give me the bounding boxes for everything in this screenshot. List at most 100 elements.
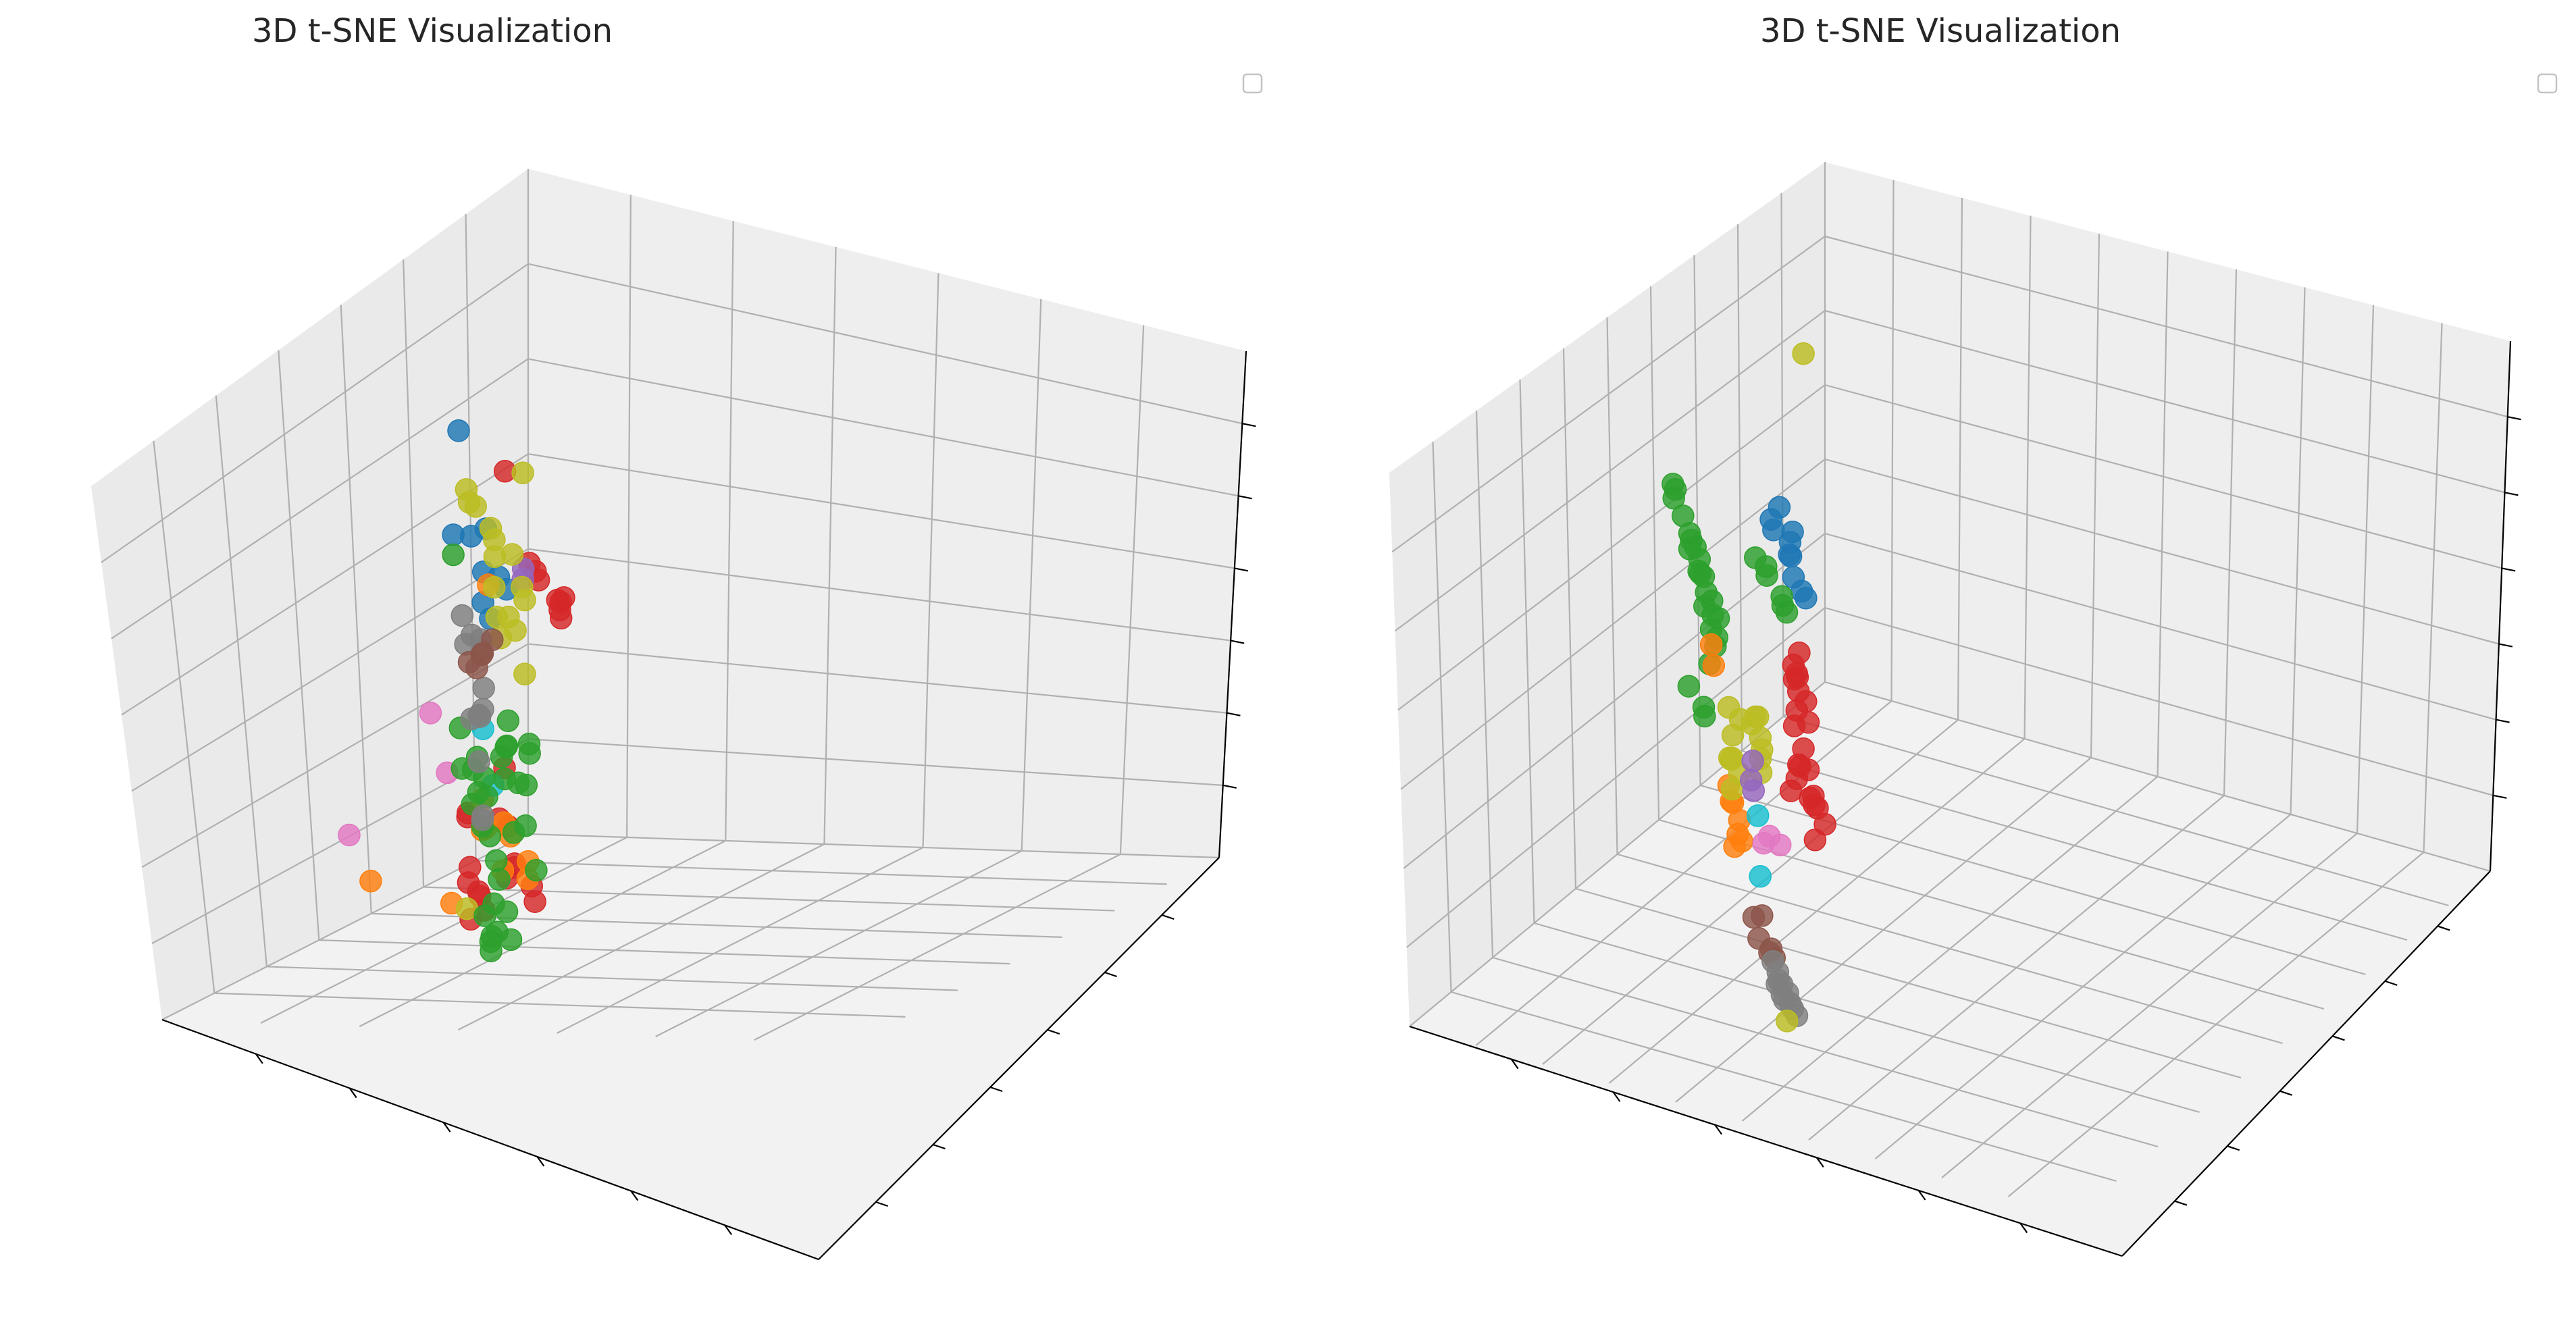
chart-panel-right: 3D t-SNE Visualization — [1288, 0, 2576, 1331]
grid-line — [527, 738, 1223, 786]
scatter-point — [1693, 704, 1716, 728]
y-axis-line — [2121, 870, 2491, 1257]
grid-line — [527, 263, 1243, 425]
scatter-point — [549, 606, 573, 630]
scatter-point — [1746, 804, 1770, 827]
scatter-point — [1779, 779, 1803, 802]
scatter-point — [465, 656, 488, 679]
scatter-point — [442, 543, 465, 567]
scatter-point — [1677, 675, 1701, 698]
scatter-point — [1744, 546, 1767, 569]
grid-line — [1403, 533, 1826, 869]
grid-line — [1741, 776, 2159, 1122]
grid-line — [655, 850, 1023, 1037]
x-axis-tick — [1612, 1091, 1621, 1102]
grid-line — [1534, 922, 2200, 1114]
z-axis-tick — [1230, 640, 1245, 644]
grid-line — [1824, 309, 2505, 494]
grid-line — [1391, 236, 1826, 553]
scatter-point — [1721, 723, 1745, 747]
scatter-point — [496, 709, 520, 733]
scatter-point — [1775, 601, 1799, 624]
y-axis-tick — [2332, 1035, 2345, 1041]
pane-left-wall — [1389, 162, 1825, 1026]
grid-line — [2090, 233, 2101, 758]
grid-line — [1475, 410, 1494, 958]
grid-line — [1397, 384, 1826, 711]
scatter-point — [469, 705, 492, 728]
y-axis-tick — [2384, 980, 2398, 986]
grid-line — [626, 194, 632, 838]
grid-line — [111, 358, 529, 640]
pane-floor — [162, 834, 1219, 1259]
grid-line — [403, 259, 425, 887]
x-axis-tick — [1917, 1190, 1926, 1201]
grid-line — [141, 643, 529, 868]
scatter-point — [1749, 865, 1772, 888]
scatter-point — [1797, 711, 1820, 734]
z-axis-tick — [1242, 423, 1256, 427]
scatter-point — [1741, 750, 1764, 773]
scatter-point — [514, 814, 537, 837]
grid-line — [527, 358, 1239, 497]
grid-line — [475, 860, 1167, 885]
scatter-point — [1795, 586, 1818, 610]
grid-line — [131, 548, 529, 792]
scatter-point — [488, 868, 511, 891]
grid-line — [1824, 606, 2494, 796]
pane-right-wall — [1825, 162, 2510, 871]
grid-line — [1451, 991, 2117, 1182]
scatter-point — [490, 746, 513, 768]
z-axis-tick — [2493, 794, 2507, 799]
grid-line — [527, 453, 1235, 569]
z-axis-tick — [1227, 712, 1241, 716]
scatter-point — [1769, 833, 1792, 857]
x-axis-tick — [1815, 1157, 1824, 1168]
scatter-point — [486, 920, 509, 943]
scatter-point — [450, 604, 474, 627]
grid-line — [278, 350, 320, 941]
scatter-point — [1720, 777, 1744, 801]
pane-edge — [527, 833, 1220, 859]
grid-lines — [1391, 162, 2508, 1197]
chart-panel-left: 3D t-SNE Visualization — [91, 12, 1263, 1261]
z-axis-tick — [1238, 495, 1252, 500]
scatter-point — [1742, 906, 1766, 929]
grid-line — [1874, 814, 2292, 1159]
scatter-plot-3d-right: 3D t-SNE Visualization — [1389, 12, 2558, 1257]
x-axis-line — [161, 1018, 819, 1261]
chart-title: 3D t-SNE Visualization — [1760, 12, 2121, 50]
y-axis-tick — [1161, 914, 1175, 920]
scatter-point — [513, 662, 536, 685]
data-points — [1661, 342, 1836, 1033]
z-axis-tick — [2496, 719, 2510, 723]
grid-line — [1824, 458, 2500, 645]
x-axis-tick — [1510, 1058, 1519, 1070]
y-axis-tick — [989, 1086, 1003, 1093]
x-axis-tick — [442, 1122, 451, 1132]
grid-line — [527, 548, 1231, 642]
grid-line — [2007, 852, 2425, 1197]
grid-line — [1957, 197, 1963, 721]
x-axis-tick — [2019, 1222, 2028, 1234]
scatter-point — [483, 545, 507, 569]
scatter-point — [1662, 487, 1685, 510]
scatter-point — [1795, 690, 1818, 713]
scatter-point — [464, 495, 487, 518]
z-axis-tick — [2504, 492, 2519, 496]
scatter-point — [1741, 712, 1763, 735]
pane-edge — [1824, 681, 2491, 872]
x-axis-tick — [630, 1190, 639, 1201]
grid-line — [1824, 235, 2508, 418]
scatter-point — [1803, 829, 1827, 852]
grid-line — [319, 939, 1010, 965]
x-axis-line — [1409, 1025, 2123, 1257]
scatter-point — [467, 750, 490, 773]
y-axis-tick — [2279, 1090, 2292, 1096]
grid-line — [260, 837, 627, 1024]
y-axis-tick — [2174, 1200, 2188, 1206]
grid-line — [1119, 325, 1145, 855]
chart-title: 3D t-SNE Visualization — [252, 12, 613, 50]
z-axis-tick — [1234, 567, 1249, 572]
